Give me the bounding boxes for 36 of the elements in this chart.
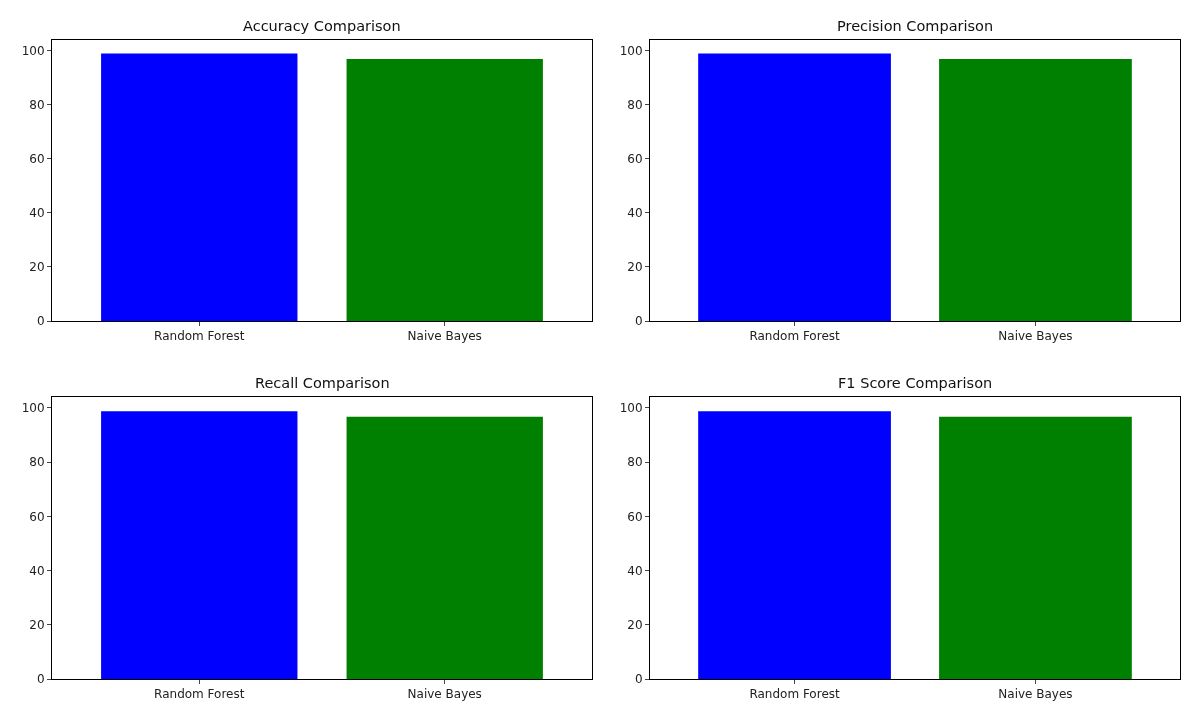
x-tick-label: Random Forest xyxy=(749,687,840,702)
y-tick-label: 60 xyxy=(627,509,643,524)
y-tick-label: 0 xyxy=(634,672,643,687)
chart-title: Recall Comparison xyxy=(255,375,390,391)
y-tick-label: 20 xyxy=(627,617,643,632)
y-tick-label: 80 xyxy=(627,455,643,470)
chart-title: F1 Score Comparison xyxy=(838,375,993,391)
x-tick-label: Naive Bayes xyxy=(998,687,1073,702)
y-tick-label: 40 xyxy=(29,563,45,578)
y-tick-label: 20 xyxy=(29,617,45,632)
x-tick-label: Random Forest xyxy=(154,687,245,702)
x-tick-label: Naive Bayes xyxy=(998,329,1073,344)
y-tick-label: 80 xyxy=(29,455,45,470)
y-tick-label: 0 xyxy=(36,314,45,329)
x-tick-label: Naive Bayes xyxy=(407,687,482,702)
x-tick-label: Naive Bayes xyxy=(407,329,482,344)
y-tick-label: 60 xyxy=(627,152,643,167)
y-tick-label: 60 xyxy=(29,509,45,524)
y-tick-label: 100 xyxy=(619,44,643,59)
y-tick-label: 40 xyxy=(627,206,643,221)
x-tick-label: Random Forest xyxy=(154,329,245,344)
chart-title: Accuracy Comparison xyxy=(243,18,401,34)
y-tick-label: 40 xyxy=(29,206,45,221)
y-tick-label: 80 xyxy=(29,98,45,113)
y-tick-label: 0 xyxy=(36,672,45,687)
y-tick-label: 0 xyxy=(634,314,643,329)
y-tick-label: 100 xyxy=(619,401,643,416)
y-tick-label: 60 xyxy=(29,152,45,167)
y-tick-label: 80 xyxy=(627,98,643,113)
chart-title: Precision Comparison xyxy=(837,18,994,34)
y-tick-label: 40 xyxy=(627,563,643,578)
y-tick-label: 20 xyxy=(29,260,45,275)
y-tick-label: 100 xyxy=(21,44,45,59)
x-tick-label: Random Forest xyxy=(749,329,840,344)
y-tick-label: 20 xyxy=(627,260,643,275)
y-tick-label: 100 xyxy=(21,401,45,416)
